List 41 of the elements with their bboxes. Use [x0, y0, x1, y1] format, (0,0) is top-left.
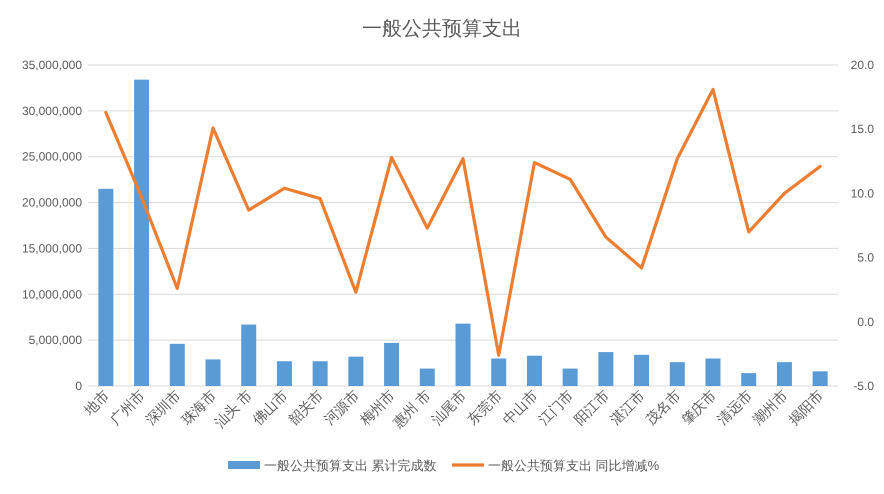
y2-tick-label: 0.0 [857, 314, 874, 329]
bar [456, 324, 470, 386]
y2-tick-label: -5.0 [853, 379, 874, 393]
bar [276, 361, 292, 386]
y-tick-label: 0 [75, 379, 82, 393]
bar [384, 342, 400, 386]
y-tick-label: 30,000,000 [22, 104, 82, 118]
bar [812, 371, 828, 386]
x-tick-label: 地市 [80, 386, 112, 419]
bar [634, 354, 650, 386]
y-tick-label: 20,000,000 [22, 196, 82, 210]
bar [776, 362, 792, 386]
y-tick-label: 15,000,000 [22, 241, 82, 256]
bar [598, 352, 614, 386]
bar [706, 358, 720, 386]
bar [741, 373, 756, 386]
bar [491, 358, 506, 386]
y2-tick-label: 5.0 [857, 250, 874, 265]
x-tick-label: 揭阳市 [785, 386, 826, 428]
y-tick-label: 10,000,000 [22, 287, 82, 302]
bar [670, 362, 685, 386]
y2-tick-label: 15.0 [850, 122, 874, 136]
legend-label: 一般公共预算支出 累计完成数 [264, 458, 437, 473]
y-tick-label: 5,000,000 [28, 333, 82, 348]
legend-label: 一般公共预算支出 同比增减% [488, 458, 660, 473]
bar [420, 368, 435, 386]
bar [170, 344, 185, 386]
bar [312, 361, 328, 386]
y2-tick-label: 20.0 [850, 58, 874, 72]
bar [348, 356, 364, 386]
y-tick-label: 35,000,000 [22, 58, 82, 72]
y-tick-label: 25,000,000 [22, 150, 82, 164]
chart-title: 一般公共预算支出 [362, 18, 522, 40]
bar [206, 359, 220, 386]
y2-tick-label: 10.0 [850, 186, 874, 200]
bar [526, 356, 542, 386]
bar [241, 324, 256, 386]
bar [562, 368, 578, 386]
x-tick-label: 茂名市 [642, 386, 684, 428]
bar [98, 188, 114, 386]
bar [134, 80, 150, 386]
